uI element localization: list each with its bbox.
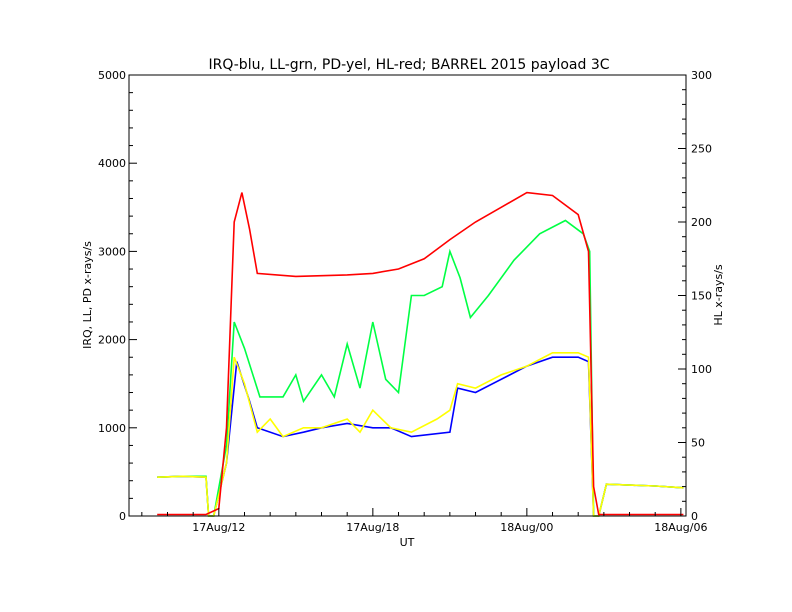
- y-tick-label-right: 50: [691, 437, 705, 450]
- x-axis-label: UT: [400, 536, 415, 549]
- y-tick-label-right: 0: [691, 510, 698, 523]
- y-tick-label-left: 3000: [98, 245, 126, 258]
- plot-area: [157, 191, 684, 517]
- x-tick-label: 18Aug/00: [500, 521, 553, 534]
- series-line-hl: [157, 191, 684, 516]
- x-tick-label: 18Aug/06: [654, 521, 707, 534]
- y-axis-label-right: HL x-rays/s: [712, 264, 725, 326]
- axis-ticks: 17Aug/12 17Aug/18 18Aug/00 18Aug/0601000200…: [98, 69, 712, 534]
- y-tick-label-left: 1000: [98, 422, 126, 435]
- y-tick-label-right: 200: [691, 216, 712, 229]
- y-tick-label-right: 100: [691, 363, 712, 376]
- y-tick-label-left: 5000: [98, 69, 126, 82]
- plot-frame: [128, 74, 687, 517]
- y-tick-label-right: 300: [691, 69, 712, 82]
- x-tick-label: 17Aug/12: [192, 521, 245, 534]
- x-tick-label: 17Aug/18: [346, 521, 399, 534]
- y-tick-label-left: 2000: [98, 334, 126, 347]
- y-tick-label-left: 0: [119, 510, 126, 523]
- y-axis-label-left: IRQ, LL, PD x-rays/s: [81, 241, 94, 349]
- series-line-pd: [157, 352, 684, 517]
- y-tick-label-right: 250: [691, 143, 712, 156]
- y-tick-label-right: 150: [691, 290, 712, 303]
- chart-title: IRQ-blu, LL-grn, PD-yel, HL-red; BARREL …: [208, 57, 609, 73]
- y-tick-label-left: 4000: [98, 157, 126, 170]
